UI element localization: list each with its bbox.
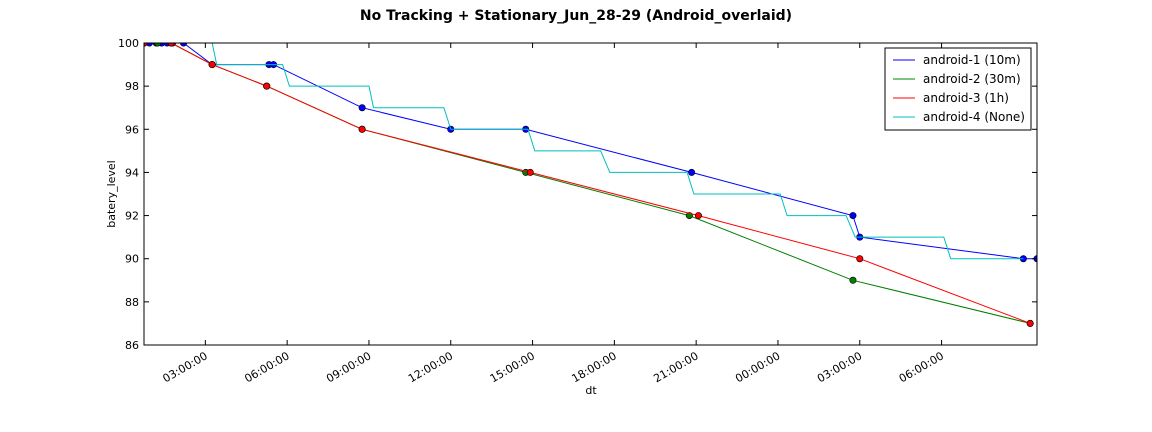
y-tick-label-92: 92 [125,210,139,223]
legend-box [884,47,1032,131]
series-line-4 [144,43,1024,260]
x-tick-label-9: 03:00:00 [815,349,864,385]
y-tick-label-94: 94 [125,166,139,179]
data-point-s3-8 [856,255,864,263]
x-tick-label-6: 18:00:00 [570,349,619,385]
x-tick-label-3: 09:00:00 [324,349,373,385]
legend-entry-3: android-3 (1h) [923,91,1009,105]
data-point-s1-14 [688,168,696,176]
y-tick-label-86: 86 [125,339,139,352]
data-point-s3-2 [167,43,175,47]
x-axis-label: dt [585,384,597,397]
x-tick-label-4: 12:00:00 [406,349,455,385]
x-tick-label-10: 06:00:00 [897,349,946,385]
x-tick-label-5: 15:00:00 [488,349,537,385]
plot-frame [143,42,1038,346]
x-tick-label-1: 03:00:00 [161,349,210,385]
chart-title: No Tracking + Stationary_Jun_28-29 (Andr… [360,8,792,24]
y-tick-label-88: 88 [125,296,139,309]
legend: android-1 (10m) android-2 (30m) android-3 … [884,47,1032,131]
data-point-s1-7 [180,43,188,47]
legend-entry-1: android-1 (10m) [923,53,1021,67]
data-point-s2-9 [849,276,857,284]
data-point-s3-5 [358,125,366,133]
data-point-s3-3 [208,61,216,69]
x-tick-label-7: 21:00:00 [651,349,700,385]
y-tick-label-90: 90 [125,253,139,266]
data-point-s1-15 [849,212,857,220]
y-tick-label-100: 100 [118,37,139,50]
data-point-s1-11 [358,104,366,112]
data-point-s1-2 [145,43,153,47]
legend-entry-2: android-2 (30m) [923,72,1021,86]
data-point-s3-7 [694,212,702,220]
data-point-s3-6 [526,168,534,176]
y-tick-label-96: 96 [125,123,139,136]
data-point-s3-9 [1026,319,1034,327]
x-tick-label-2: 06:00:00 [242,349,291,385]
legend-entry-4: android-4 (None) [923,110,1025,124]
y-axis-label: batery_level [105,160,118,228]
x-tick-label-8: 00:00:00 [733,349,782,385]
data-point-s2-2 [154,43,162,47]
data-point-s3-4 [263,82,271,90]
y-tick-label-98: 98 [125,80,139,93]
